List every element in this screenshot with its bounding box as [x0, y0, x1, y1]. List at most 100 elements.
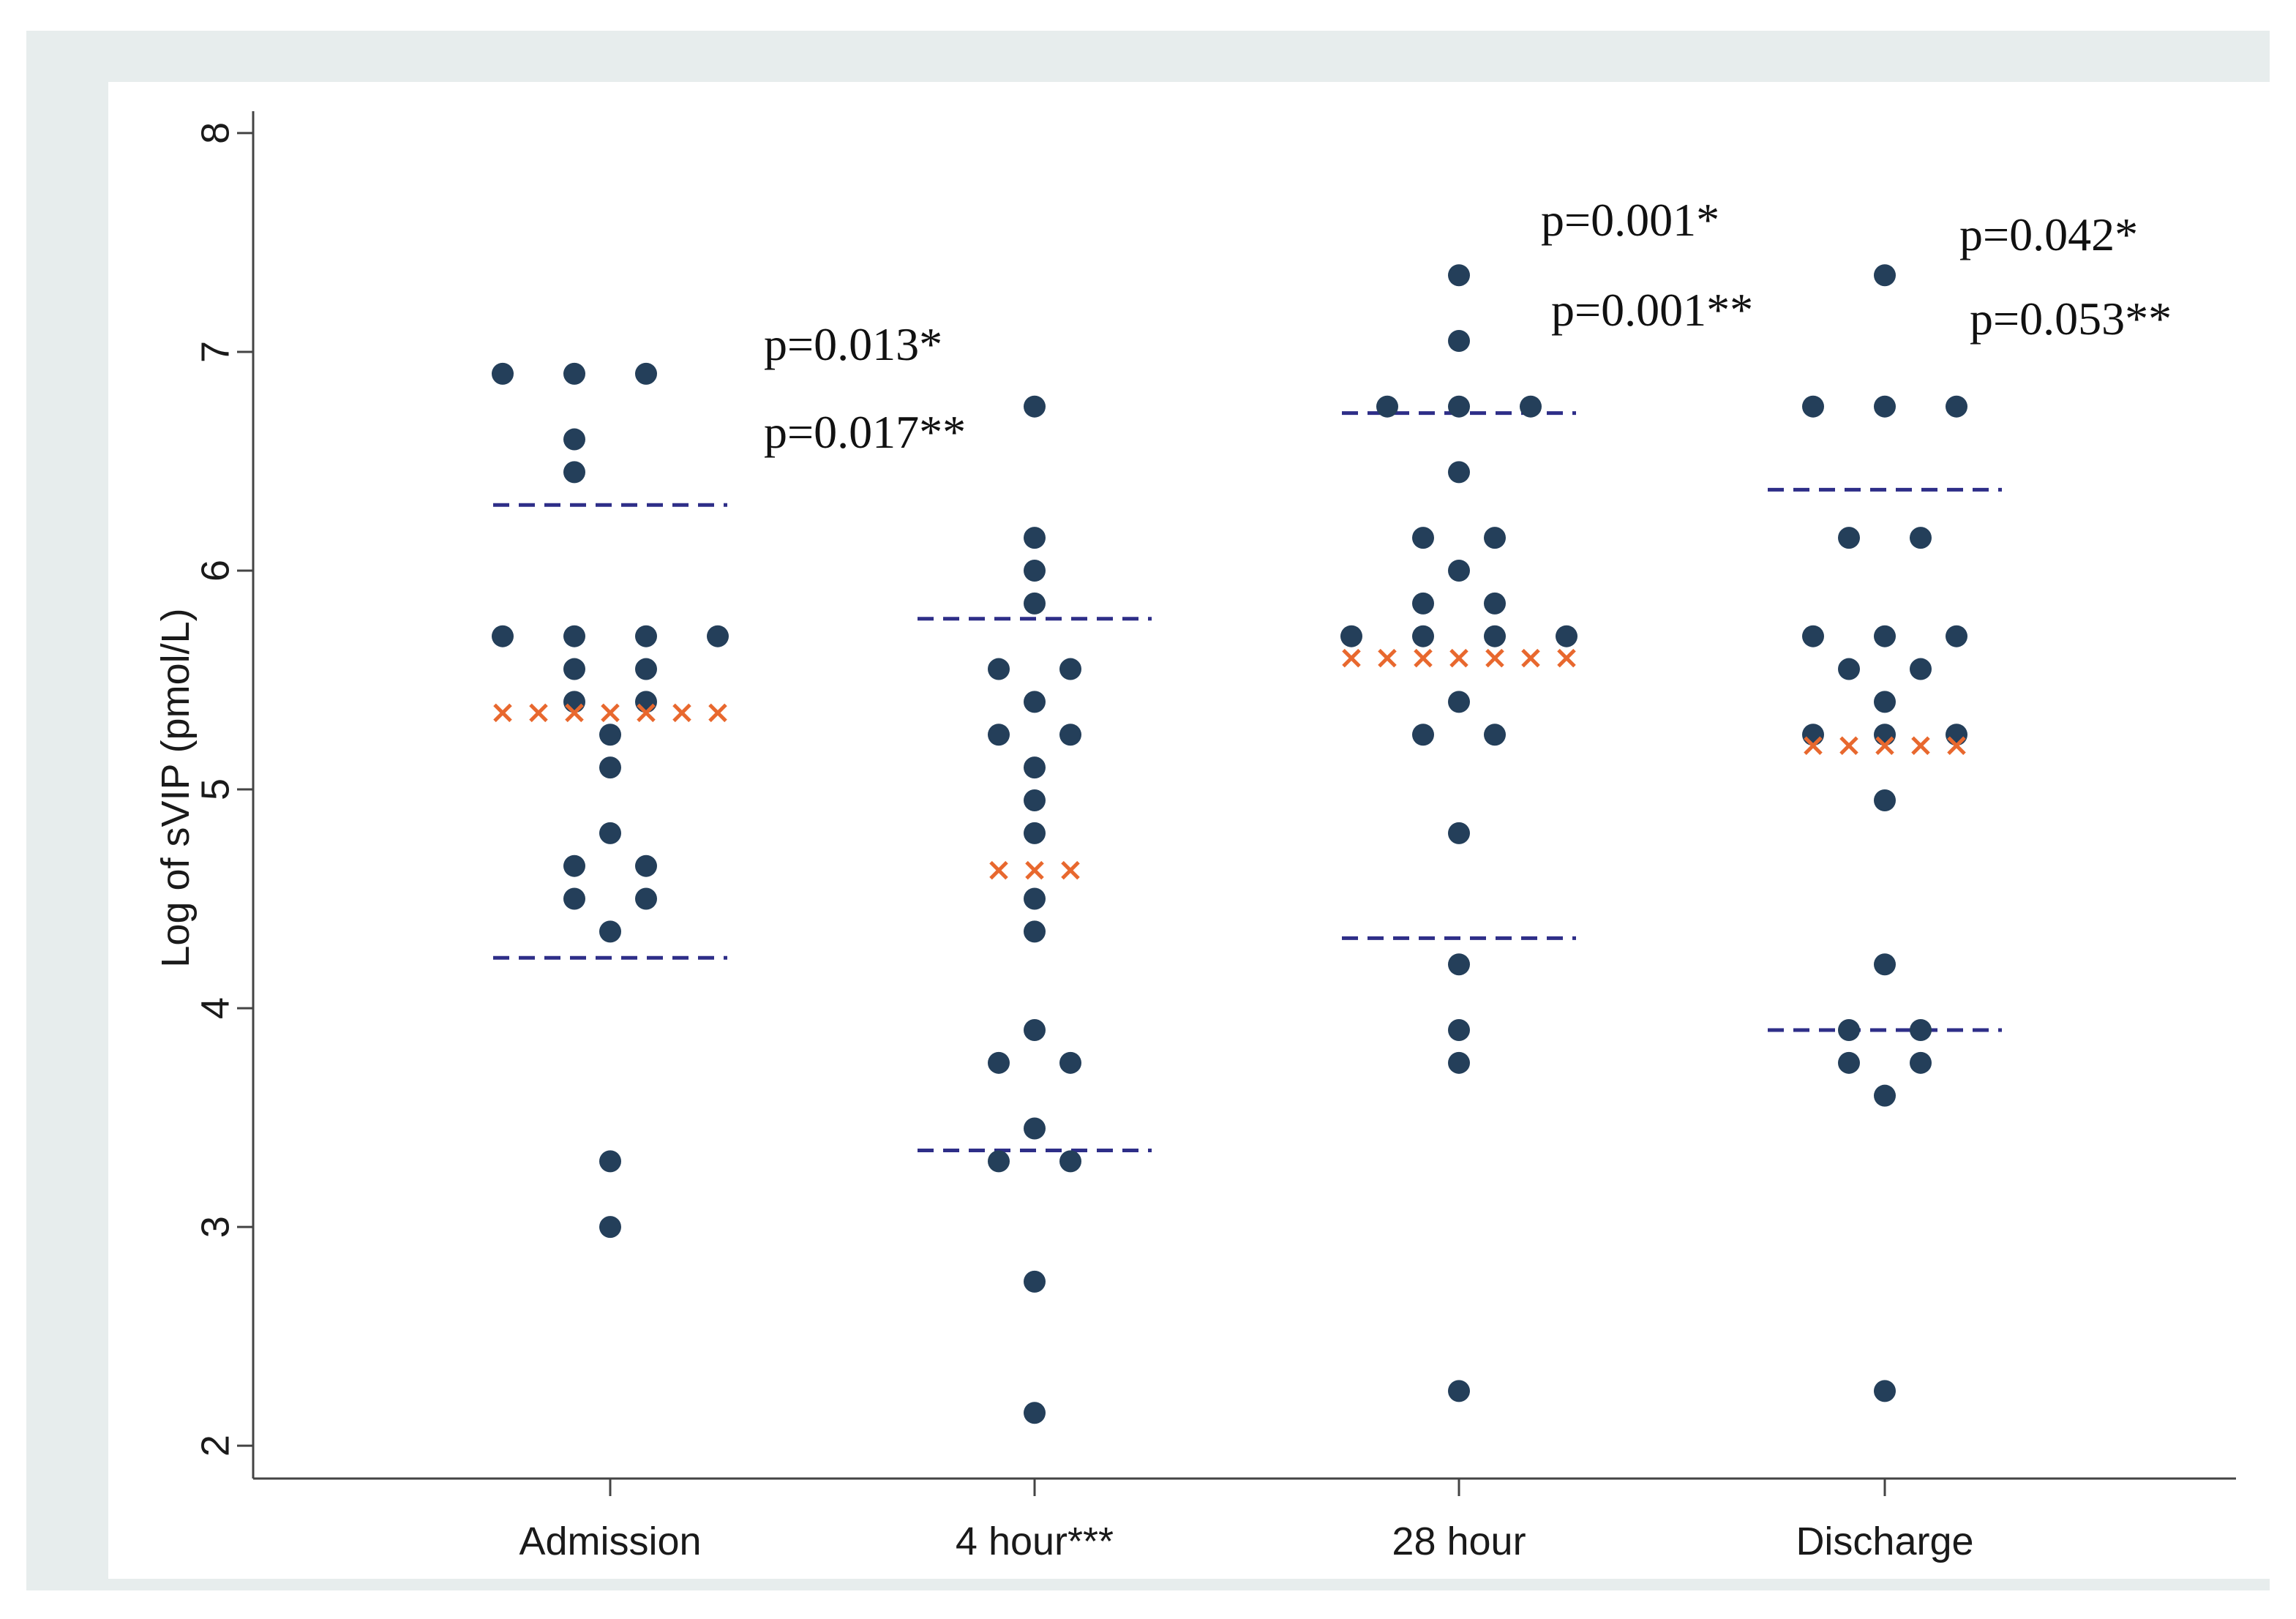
data-point: [599, 822, 621, 844]
median-marker: [1521, 648, 1540, 668]
x-category-label: 28 hour: [1392, 1520, 1526, 1563]
data-point: [1412, 625, 1434, 647]
p-value-annotation: p=0.017**: [764, 406, 966, 458]
data-point: [492, 362, 514, 385]
median-marker-stroke: [601, 703, 620, 723]
data-point: [1059, 1150, 1081, 1173]
median-marker-stroke: [1911, 736, 1930, 755]
median-marker: [1557, 648, 1576, 668]
data-point: [1484, 625, 1506, 647]
data-point: [1448, 395, 1470, 418]
chart-svg: 2 3 4 5 6 7 8 Admission 4 hour*** 28 hour Discharg…: [154, 111, 2236, 1563]
median-marker-stroke: [565, 703, 584, 723]
data-point: [1838, 527, 1860, 549]
median-marker-stroke: [672, 703, 691, 723]
data-point: [1024, 1270, 1046, 1293]
data-point: [1024, 559, 1046, 582]
data-point: [599, 920, 621, 943]
data-point: [1874, 1380, 1896, 1402]
median-marker: [493, 703, 512, 723]
median-marker: [1839, 736, 1858, 755]
y-tick-label: 3: [193, 1216, 237, 1238]
median-marker-stroke: [1025, 860, 1044, 880]
data-point: [1802, 724, 1824, 746]
median-marker: [1449, 648, 1468, 668]
data-point: [1024, 527, 1046, 549]
axes: [252, 111, 2236, 1480]
data-point: [1024, 1402, 1046, 1424]
data-point: [635, 854, 657, 877]
data-point: [1874, 1084, 1896, 1107]
data-point: [1874, 395, 1896, 418]
data-point: [988, 1051, 1010, 1074]
data-point: [563, 461, 585, 484]
data-point: [707, 625, 729, 647]
data-point: [1024, 691, 1046, 713]
median-marker: [1947, 736, 1966, 755]
data-point: [1024, 592, 1046, 615]
median-marker-stroke: [1557, 648, 1576, 668]
data-point: [1802, 395, 1824, 418]
median-marker: [989, 860, 1008, 880]
median-marker: [1875, 736, 1894, 755]
median-marker: [1342, 648, 1361, 668]
median-marker-stroke: [989, 860, 1008, 880]
data-point: [563, 691, 585, 713]
median-marker-stroke: [1947, 736, 1966, 755]
median-marker: [529, 703, 548, 723]
data-point: [1412, 724, 1434, 746]
median-marker-stroke: [1342, 648, 1361, 668]
median-marker-stroke: [1378, 648, 1397, 668]
data-point: [1874, 789, 1896, 811]
data-point: [1024, 920, 1046, 943]
data-point: [1448, 953, 1470, 976]
data-point: [1024, 756, 1046, 779]
median-marker-stroke: [493, 703, 512, 723]
data-point: [563, 887, 585, 910]
y-tick-label: 8: [193, 122, 237, 144]
median-marker: [708, 703, 727, 723]
data-point: [1024, 789, 1046, 811]
data-point: [1024, 822, 1046, 844]
data-point: [1556, 625, 1577, 647]
median-marker-stroke: [1485, 648, 1504, 668]
data-point: [1910, 1051, 1932, 1074]
median-marker-stroke: [708, 703, 727, 723]
median-marker-stroke: [529, 703, 548, 723]
data-point: [1448, 264, 1470, 287]
y-tick-label: 6: [193, 560, 237, 582]
data-point: [988, 1150, 1010, 1173]
median-marker: [637, 703, 656, 723]
data-point: [492, 625, 514, 647]
data-point: [563, 854, 585, 877]
data-point: [1874, 724, 1896, 746]
data-point: [1448, 559, 1470, 582]
data-point: [1910, 658, 1932, 680]
data-point: [1024, 1117, 1046, 1140]
data-point: [1838, 1051, 1860, 1074]
data-point: [1448, 461, 1470, 484]
data-point: [1448, 329, 1470, 352]
data-point: [1484, 724, 1506, 746]
data-point: [635, 625, 657, 647]
figure-frame: 2 3 4 5 6 7 8 Admission 4 hour*** 28 hour Discharg…: [26, 31, 2273, 1590]
data-point: [1059, 1051, 1081, 1074]
data-point: [563, 362, 585, 385]
data-point: [1946, 625, 1967, 647]
p-value-annotation: p=0.042*: [1959, 209, 2138, 260]
data-point: [1838, 658, 1860, 680]
data-point: [1910, 1018, 1932, 1041]
median-marker: [1414, 648, 1433, 668]
data-point: [599, 1150, 621, 1173]
data-point: [1024, 887, 1046, 910]
median-marker: [672, 703, 691, 723]
median-marker: [1804, 736, 1823, 755]
median-marker-stroke: [1804, 736, 1823, 755]
data-point: [635, 658, 657, 680]
data-point: [1874, 625, 1896, 647]
y-tick-label: 7: [193, 341, 237, 363]
median-marker-stroke: [1414, 648, 1433, 668]
data-point: [1448, 1051, 1470, 1074]
data-point: [1520, 395, 1542, 418]
data-point: [1484, 527, 1506, 549]
